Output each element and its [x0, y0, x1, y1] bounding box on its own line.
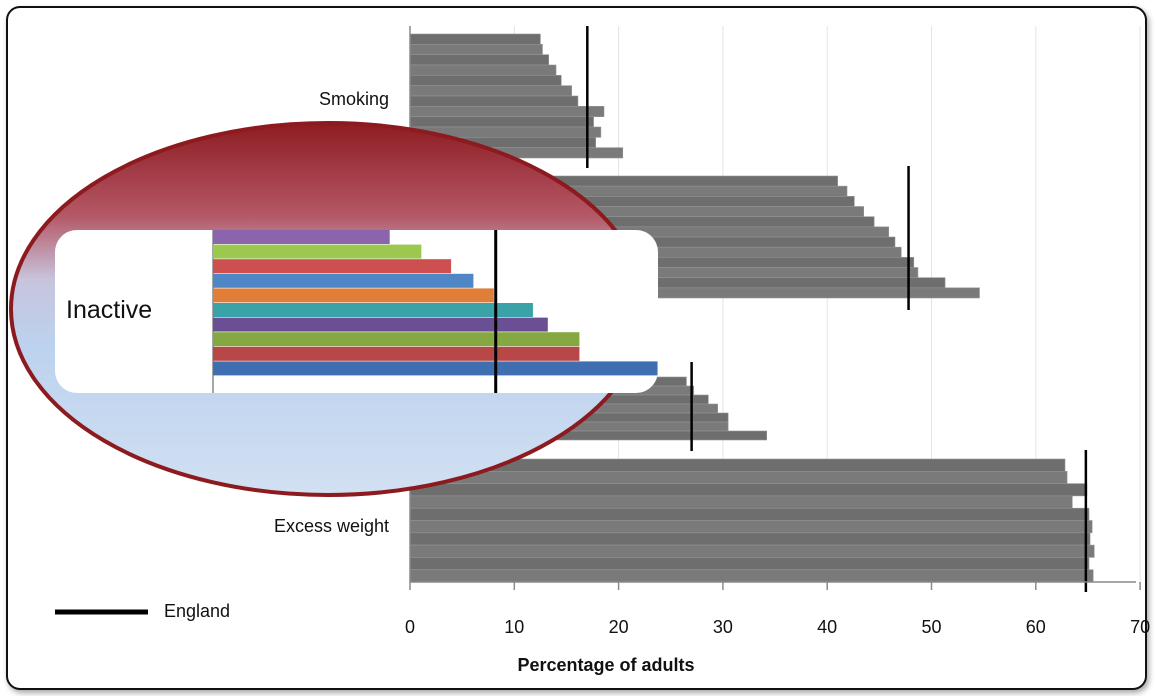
category-label-smoking: Smoking — [319, 89, 389, 109]
callout-category-label: Inactive — [66, 296, 152, 324]
x-tick-label-40: 40 — [817, 617, 837, 637]
x-ticks: 0 10 20 30 40 50 60 70 — [405, 582, 1150, 637]
x-tick-label-60: 60 — [1026, 617, 1046, 637]
category-label-excess-weight: Excess weight — [274, 516, 389, 536]
callout-magnifier: Inactive — [9, 121, 658, 497]
x-tick-label-0: 0 — [405, 617, 415, 637]
bar-group0-5 — [409, 85, 572, 97]
bar-group3-3 — [409, 495, 1073, 509]
bar-group0-1 — [409, 44, 543, 55]
x-tick-label-30: 30 — [713, 617, 733, 637]
bar-group3-8 — [409, 557, 1090, 571]
x-tick-label-70: 70 — [1130, 617, 1150, 637]
bar-group0-3 — [409, 64, 557, 76]
callout-bar-5 — [213, 303, 533, 317]
callout-bar-4 — [213, 288, 494, 303]
bar-group3-1 — [409, 470, 1068, 484]
england-markers — [586, 26, 1088, 592]
bar-group3-4 — [409, 507, 1090, 521]
bar-group0-7 — [409, 106, 605, 117]
callout-bar-3 — [213, 273, 474, 288]
callout-bar-6 — [213, 317, 548, 332]
legend-england-label: England — [164, 601, 230, 621]
callout-bar-1 — [213, 244, 422, 259]
x-tick-label-50: 50 — [921, 617, 941, 637]
callout-bar-8 — [213, 346, 580, 361]
callout-bar-7 — [213, 332, 580, 347]
bar-group0-8 — [409, 116, 594, 128]
bar-group0-4 — [409, 75, 562, 86]
legend: England — [55, 601, 230, 621]
bar-group3-5 — [409, 520, 1093, 534]
x-axis-label: Percentage of adults — [517, 655, 694, 675]
x-tick-label-20: 20 — [609, 617, 629, 637]
bar-group0-0 — [409, 33, 541, 45]
bar-group3-2 — [409, 483, 1088, 497]
callout-bar-9 — [213, 361, 658, 376]
bar-group3-9 — [409, 569, 1094, 583]
bar-group0-6 — [409, 95, 579, 107]
bar-group0-2 — [409, 54, 550, 66]
bar-group3-7 — [409, 544, 1095, 558]
x-tick-label-10: 10 — [504, 617, 524, 637]
callout-bars — [212, 230, 658, 393]
bar-group3-6 — [409, 532, 1091, 546]
callout-bar-0 — [213, 230, 390, 244]
callout-bar-2 — [213, 259, 452, 274]
